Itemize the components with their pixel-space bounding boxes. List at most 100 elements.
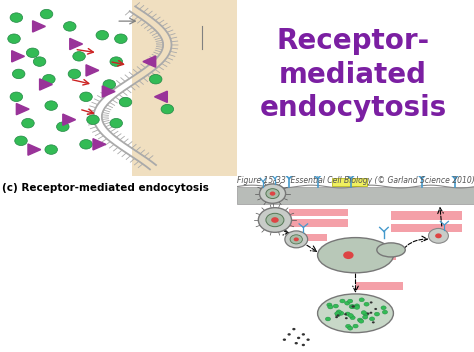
Circle shape [325,317,330,321]
Circle shape [283,339,286,341]
Circle shape [350,305,356,309]
Circle shape [301,333,305,336]
Circle shape [359,319,364,323]
Text: Receptor-
mediated
endocytosis: Receptor- mediated endocytosis [259,27,447,122]
Bar [132,0,237,176]
Circle shape [290,235,302,244]
Circle shape [327,303,332,307]
Ellipse shape [318,238,393,273]
Circle shape [340,299,345,303]
Polygon shape [12,51,25,62]
Circle shape [301,344,305,346]
Circle shape [293,237,299,241]
Circle shape [351,306,354,308]
Circle shape [343,251,354,259]
Circle shape [266,213,284,227]
Circle shape [45,101,57,111]
Circle shape [43,74,55,84]
Circle shape [33,57,46,67]
Circle shape [369,317,374,321]
Circle shape [337,314,339,316]
Polygon shape [93,139,106,150]
Text: Figure 15-33  Essential Cell Biology (© Garland Science 2010): Figure 15-33 Essential Cell Biology (© G… [237,176,474,185]
Circle shape [259,184,285,203]
Circle shape [363,312,368,316]
Circle shape [266,189,279,199]
Bar [289,234,327,241]
Circle shape [285,231,308,248]
Circle shape [110,118,122,128]
Polygon shape [28,144,41,155]
Circle shape [103,80,116,89]
Circle shape [73,51,85,61]
Circle shape [353,324,358,328]
Circle shape [372,321,375,323]
Circle shape [335,313,340,317]
Circle shape [381,306,386,310]
Circle shape [80,139,92,149]
Bar [289,219,348,227]
Circle shape [333,304,338,308]
Circle shape [347,326,353,330]
Ellipse shape [377,243,405,257]
Circle shape [40,9,53,19]
Circle shape [27,48,39,57]
Circle shape [346,324,351,328]
Circle shape [294,342,298,344]
Circle shape [149,74,162,84]
Polygon shape [86,65,99,76]
Circle shape [344,313,347,315]
Circle shape [64,21,76,31]
Circle shape [435,233,442,238]
Circle shape [364,302,369,306]
Circle shape [335,316,338,318]
Circle shape [287,333,291,336]
Circle shape [161,104,173,114]
Circle shape [359,298,365,302]
Circle shape [349,305,354,309]
Polygon shape [63,114,75,125]
Circle shape [336,310,341,314]
Polygon shape [102,86,115,97]
Polygon shape [33,21,46,32]
Polygon shape [39,79,52,90]
Circle shape [428,228,448,243]
Circle shape [338,312,344,315]
Circle shape [119,97,132,107]
Circle shape [297,337,301,339]
Circle shape [80,92,92,102]
Bar [344,253,396,260]
Circle shape [12,69,25,79]
Circle shape [355,306,360,309]
Circle shape [357,318,363,322]
Circle shape [370,312,373,314]
Circle shape [8,34,20,44]
Bar [289,208,348,216]
Circle shape [363,315,368,319]
Circle shape [22,118,34,128]
Text: (c) Receptor-mediated endocytosis: (c) Receptor-mediated endocytosis [2,183,209,193]
Circle shape [355,304,360,308]
Circle shape [10,92,23,102]
Polygon shape [16,103,29,115]
Circle shape [306,339,310,341]
Circle shape [96,30,109,40]
Circle shape [374,312,380,316]
Circle shape [345,317,348,319]
Circle shape [361,311,366,315]
Bar [356,282,403,290]
Circle shape [352,306,355,308]
Circle shape [258,208,292,232]
Circle shape [328,305,333,309]
Circle shape [292,328,296,330]
Polygon shape [70,38,82,50]
Circle shape [10,13,23,23]
Circle shape [383,310,388,314]
Bar [391,224,462,232]
Circle shape [271,217,279,223]
Polygon shape [155,91,167,102]
Circle shape [350,316,355,320]
Ellipse shape [318,294,393,333]
Circle shape [15,136,27,146]
Circle shape [110,57,122,67]
